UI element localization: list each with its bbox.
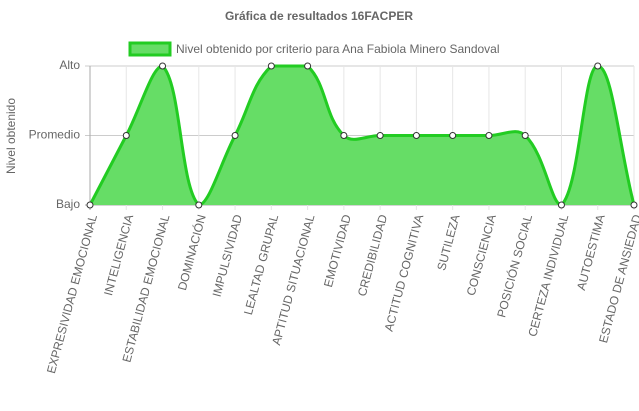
x-tick-label: LEALTAD GRUPAL — [241, 213, 281, 317]
point — [231, 132, 239, 139]
x-tick-label: SUTILEZA — [434, 213, 462, 272]
point — [122, 132, 130, 139]
x-tick-label: AUTOESTIMA — [574, 213, 608, 292]
x-tick-label: POSICIÓN SOCIAL — [493, 212, 535, 319]
x-tick-label: EXPRESIVIDAD EMOCIONAL — [44, 213, 100, 375]
x-tick-label: IMPULSIVIDAD — [210, 213, 246, 299]
legend-swatch — [128, 41, 172, 57]
x-tick-label: CERTEZA INDIVIDUAL — [525, 213, 571, 338]
point — [267, 62, 275, 70]
point — [376, 132, 384, 139]
point — [304, 62, 312, 70]
legend-label: Nivel obtenido por criterio para Ana Fab… — [176, 42, 500, 56]
point — [449, 132, 457, 139]
x-tick-label: CREDIBILIDAD — [355, 213, 390, 298]
y-tick-label: Promedio — [29, 128, 81, 142]
area — [90, 66, 634, 205]
x-tick-label: ACTITUD COGNITIVA — [382, 213, 427, 333]
point — [340, 132, 348, 139]
point — [86, 201, 94, 209]
x-tick-label: INTELIGENCIA — [101, 213, 136, 297]
point — [195, 201, 203, 209]
point — [521, 132, 529, 139]
y-tick-label: Bajo — [56, 197, 80, 211]
x-tick-label: DOMINACIÓN — [174, 213, 209, 292]
point — [412, 132, 420, 139]
x-tick-label: EMOTIVIDAD — [321, 213, 354, 289]
x-tick-label: CONSCIENCIA — [464, 213, 499, 297]
chart-title: Gráfica de resultados 16FACPER — [225, 9, 413, 23]
point — [557, 201, 565, 209]
point — [630, 201, 638, 209]
y-axis-title: Nivel obtenido — [4, 98, 18, 174]
point — [485, 132, 493, 139]
point — [594, 62, 602, 70]
y-tick-label: Alto — [59, 58, 80, 72]
point — [159, 62, 167, 70]
